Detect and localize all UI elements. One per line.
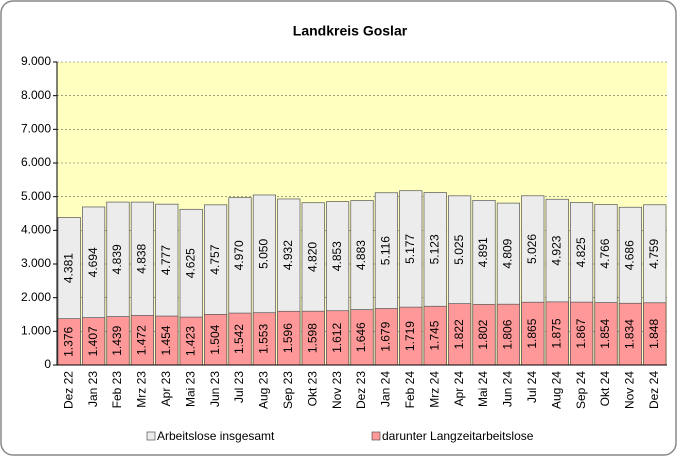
value-label: 4.694 (86, 247, 100, 277)
x-tick-label: Jan 24 (379, 371, 393, 407)
value-label: 1.875 (549, 318, 563, 348)
x-tick-label: Jun 23 (208, 371, 222, 407)
value-label: 4.759 (647, 238, 661, 268)
x-tick-label: Mrz 23 (135, 371, 149, 408)
legend-label: Arbeitslose insgesamt (157, 429, 275, 443)
value-label: 1.612 (330, 323, 344, 353)
y-tick-label: 2.000 (21, 290, 51, 304)
legend-swatch (371, 431, 381, 441)
value-label: 1.553 (257, 324, 271, 354)
value-label: 1.454 (159, 325, 173, 355)
value-label: 4.686 (623, 240, 637, 270)
value-label: 1.679 (379, 321, 393, 351)
value-label: 5.123 (427, 234, 441, 264)
value-label: 1.376 (61, 326, 75, 356)
x-tick-label: Apr 24 (452, 371, 466, 407)
y-tick-label: 8.000 (21, 88, 51, 102)
x-tick-label: Okt 24 (598, 371, 612, 407)
x-tick-label: Feb 23 (110, 371, 124, 409)
value-label: 4.891 (476, 237, 490, 267)
y-tick-label: 0 (44, 357, 51, 371)
value-label: 5.177 (403, 234, 417, 264)
x-tick-label: Jan 23 (86, 371, 100, 407)
y-tick-label: 3.000 (21, 256, 51, 270)
value-label: 4.853 (330, 241, 344, 271)
value-label: 5.116 (379, 236, 393, 265)
value-label: 1.802 (476, 319, 490, 349)
x-tick-label: Apr 23 (159, 371, 173, 407)
value-label: 4.839 (110, 244, 124, 274)
x-tick-label: Mai 23 (183, 371, 197, 407)
value-label: 4.809 (501, 238, 515, 268)
value-label: 1.598 (305, 323, 319, 353)
value-label: 5.025 (452, 234, 466, 264)
chart-title: Landkreis Goslar (293, 23, 408, 39)
value-label: 4.777 (159, 245, 173, 275)
value-label: 4.757 (208, 244, 222, 274)
value-label: 1.854 (598, 318, 612, 348)
value-label: 1.848 (647, 319, 661, 349)
value-label: 5.050 (257, 239, 271, 269)
x-tick-label: Mai 24 (476, 371, 490, 407)
value-label: 1.472 (135, 325, 149, 355)
x-tick-label: Jun 24 (501, 371, 515, 407)
x-tick-label: Nov 23 (330, 371, 344, 409)
value-label: 1.745 (427, 320, 441, 350)
value-label: 1.504 (208, 324, 222, 354)
value-label: 1.806 (501, 319, 515, 349)
value-label: 1.542 (232, 324, 246, 354)
x-tick-label: Mrz 24 (427, 371, 441, 408)
legend-label: darunter Langzeitarbeitslose (382, 429, 534, 443)
value-label: 1.719 (403, 321, 417, 351)
value-label: 4.820 (305, 242, 319, 272)
value-label: 1.646 (354, 322, 368, 352)
x-tick-label: Aug 24 (549, 371, 563, 409)
x-tick-label: Sep 24 (574, 371, 588, 409)
value-label: 1.822 (452, 319, 466, 349)
value-label: 4.625 (183, 248, 197, 278)
x-tick-label: Jul 23 (232, 371, 246, 403)
value-label: 1.407 (86, 326, 100, 356)
legend-swatch (146, 431, 156, 441)
value-label: 4.381 (61, 253, 75, 283)
value-label: 1.865 (525, 318, 539, 348)
value-label: 1.834 (623, 319, 637, 349)
value-label: 1.439 (110, 325, 124, 355)
x-tick-label: Sep 23 (281, 371, 295, 409)
value-label: 1.423 (183, 326, 197, 356)
value-label: 4.970 (232, 240, 246, 270)
x-tick-label: Okt 23 (305, 371, 319, 407)
x-tick-label: Dez 24 (647, 371, 661, 409)
value-label: 4.825 (574, 237, 588, 267)
x-tick-label: Jul 24 (525, 371, 539, 403)
value-label: 4.932 (281, 240, 295, 270)
x-tick-label: Aug 23 (257, 371, 271, 409)
value-label: 4.838 (135, 243, 149, 273)
value-label: 1.867 (574, 318, 588, 348)
x-tick-label: Dez 22 (61, 371, 75, 409)
value-label: 4.883 (354, 240, 368, 270)
x-tick-label: Feb 24 (403, 371, 417, 409)
x-tick-label: Dez 23 (354, 371, 368, 409)
value-label: 5.026 (525, 234, 539, 264)
x-tick-label: Nov 24 (623, 371, 637, 409)
y-tick-label: 5.000 (21, 189, 51, 203)
y-tick-label: 1.000 (21, 324, 51, 338)
value-label: 4.923 (549, 235, 563, 265)
value-label: 4.766 (598, 238, 612, 268)
y-tick-label: 6.000 (21, 155, 51, 169)
y-tick-label: 4.000 (21, 223, 51, 237)
y-tick-label: 9.000 (21, 54, 51, 68)
y-tick-label: 7.000 (21, 122, 51, 136)
value-label: 1.596 (281, 323, 295, 353)
